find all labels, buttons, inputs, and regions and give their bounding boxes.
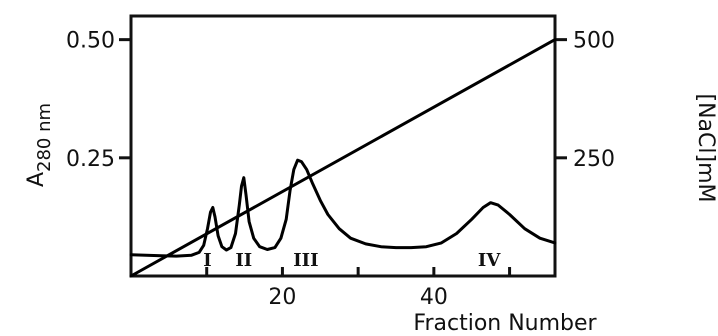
peak-label: IV <box>478 250 501 271</box>
y-left-axis-title: A280 nm <box>24 103 55 187</box>
y-right-tick-label: 500 <box>573 29 615 54</box>
y-left-axis-title-sub: 280 nm <box>34 103 55 172</box>
nacl-gradient-line <box>129 38 557 278</box>
series-layer <box>129 38 557 278</box>
x-axis-title: Fraction Number <box>413 311 597 336</box>
peak-label: II <box>235 250 252 271</box>
peak-labels: I II III IV <box>203 250 501 271</box>
x-tick-label: 20 <box>268 285 296 310</box>
y-left-axis-title-main: A <box>24 172 49 187</box>
peak-label: III <box>293 250 318 271</box>
y-left-tick-label: 0.50 <box>66 29 115 54</box>
y-right-axis-ticks: 250 500 <box>555 29 615 172</box>
x-tick-label: 40 <box>420 285 448 310</box>
y-left-axis-ticks: 0.25 0.50 <box>66 29 131 172</box>
absorbance-trace <box>129 158 557 258</box>
peak-label: I <box>203 250 211 271</box>
plot-frame <box>129 14 557 278</box>
x-axis-ticks: 20 40 <box>205 267 512 310</box>
y-right-axis-title: [NaCl]mM <box>693 94 718 203</box>
y-left-tick-label: 0.25 <box>66 147 115 172</box>
y-right-tick-label: 250 <box>573 147 615 172</box>
